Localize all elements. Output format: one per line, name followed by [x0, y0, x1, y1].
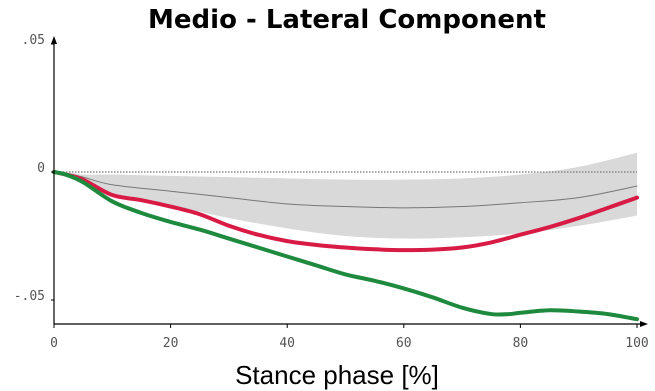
x-axis-label: Stance phase [%]: [235, 360, 439, 390]
ticks-layer: 0 20 40 60 80 100 .05 0 -.05: [14, 33, 649, 351]
mean-line: [53, 171, 638, 209]
x-axis-arrow: [640, 321, 648, 327]
variance-band: [54, 152, 637, 239]
x-tick-label: 80: [513, 336, 529, 351]
y-tick-label: .05: [22, 33, 45, 48]
x-tick-label: 20: [163, 336, 179, 351]
y-tick-label: 0: [37, 161, 45, 176]
axes-layer: [51, 36, 648, 327]
x-tick-label: 40: [279, 336, 295, 351]
red-series-line: [52, 170, 639, 253]
chart-title: Medio - Lateral Component: [148, 5, 546, 35]
x-tick-label: 60: [396, 336, 412, 351]
y-tick-label: -.05: [14, 289, 45, 304]
green-series-line: [52, 170, 639, 322]
x-tick-label: 0: [50, 336, 58, 351]
series-layer: [52, 170, 639, 322]
x-tick-label: 100: [625, 336, 648, 351]
variance-band-layer: [54, 152, 637, 239]
y-axis-arrow: [51, 36, 57, 44]
